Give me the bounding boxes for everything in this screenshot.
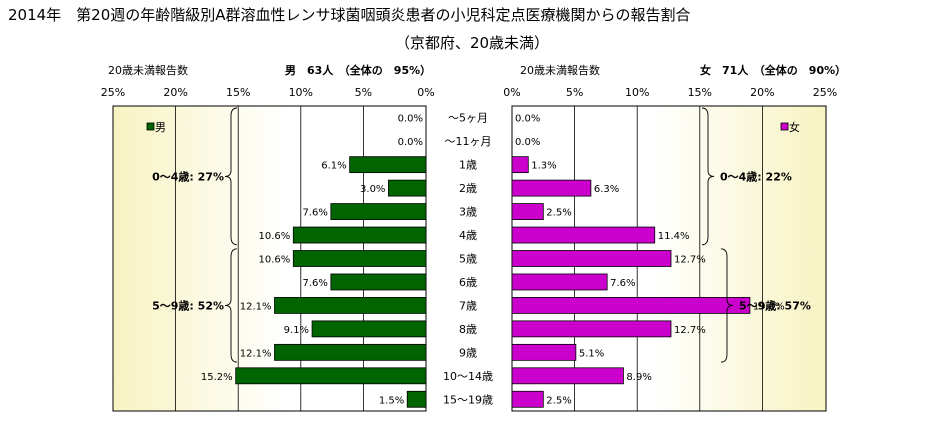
female-value-label: 19.0% <box>753 301 785 312</box>
female-value-label: 7.6% <box>610 278 635 289</box>
female-bar <box>511 367 624 385</box>
male-bar <box>274 343 427 361</box>
female-bar <box>511 250 672 267</box>
male-tick-label: 25% <box>101 86 125 99</box>
male-group-label: 5〜9歳: 52% <box>152 298 224 312</box>
male-value-label: 1.5% <box>379 395 404 406</box>
male-value-label: 6.1% <box>321 161 346 172</box>
male-legend-swatch <box>146 122 155 131</box>
female-value-label: 2.5% <box>546 395 571 406</box>
female-group-bracket <box>701 107 715 246</box>
male-tick-label: 10% <box>289 86 313 99</box>
age-category-label: 2歳 <box>459 182 477 195</box>
age-category-label: 9歳 <box>459 346 477 359</box>
age-category-label: 7歳 <box>459 299 477 312</box>
male-value-label: 10.6% <box>259 231 291 242</box>
male-value-label: 0.0% <box>398 114 423 125</box>
male-group-bracket <box>224 248 238 363</box>
female-value-label: 0.0% <box>515 137 540 148</box>
male-header-summary: 男 63人 （全体の 95%） <box>285 63 431 77</box>
male-value-label: 15.2% <box>201 372 233 383</box>
male-tick-label: 20% <box>163 86 187 99</box>
male-value-label: 3.0% <box>360 184 385 195</box>
female-value-label: 1.3% <box>531 161 556 172</box>
male-value-label: 7.6% <box>302 208 327 219</box>
female-legend-label: 女 <box>789 120 800 134</box>
female-bar <box>511 320 672 338</box>
age-category-label: 〜11ヶ月 <box>445 135 492 148</box>
age-category-label: 1歳 <box>459 159 477 172</box>
female-bar <box>511 390 544 408</box>
female-value-label: 11.4% <box>658 231 690 242</box>
female-legend: 女 <box>780 120 800 134</box>
male-legend-label: 男 <box>155 121 166 134</box>
female-group-label: 5〜9歳: 57% <box>739 298 811 312</box>
male-tick-label: 15% <box>226 86 250 99</box>
chart-subtitle: （京都府、20歳未満） <box>395 34 549 52</box>
female-tick-label: 15% <box>688 86 712 99</box>
female-tick-label: 20% <box>750 86 774 99</box>
female-bar <box>511 203 544 220</box>
age-category-label: 4歳 <box>459 229 477 242</box>
male-bar <box>330 203 427 220</box>
male-bar <box>235 367 427 385</box>
female-value-label: 5.1% <box>579 348 604 359</box>
female-legend-swatch <box>780 122 789 131</box>
female-value-label: 12.7% <box>674 325 706 336</box>
female-value-label: 2.5% <box>546 208 571 219</box>
female-tick-label: 10% <box>625 86 649 99</box>
age-category-label: 8歳 <box>459 323 477 336</box>
female-bar <box>511 226 656 244</box>
female-tick-label: 25% <box>813 86 837 99</box>
male-group-bracket <box>224 107 238 246</box>
male-bar <box>274 297 427 314</box>
male-bar <box>292 226 427 244</box>
female-value-label: 8.9% <box>626 372 651 383</box>
age-category-label: 3歳 <box>459 206 477 219</box>
male-group-label: 0〜4歳: 27% <box>152 169 224 183</box>
female-value-label: 6.3% <box>594 184 619 195</box>
male-legend: 男 <box>146 121 166 134</box>
male-value-label: 9.1% <box>284 325 309 336</box>
female-value-label: 0.0% <box>515 114 540 125</box>
female-group-bracket <box>720 248 734 363</box>
male-value-label: 10.6% <box>259 255 291 266</box>
female-tick-label: 0% <box>503 86 520 99</box>
male-bar <box>330 273 427 291</box>
female-bar <box>511 343 577 361</box>
female-header-summary: 女 71人 （全体の 90%） <box>700 63 846 77</box>
male-value-label: 0.0% <box>398 137 423 148</box>
age-category-label: 15〜19歳 <box>443 393 493 406</box>
male-bar <box>406 390 427 408</box>
female-tick-label: 5% <box>566 86 583 99</box>
male-header-label: 20歳未満報告数 <box>108 64 188 77</box>
female-bar <box>511 273 608 291</box>
male-tick-label: 0% <box>417 86 434 99</box>
male-value-label: 12.1% <box>240 348 272 359</box>
male-tick-label: 5% <box>355 86 372 99</box>
age-category-label: 6歳 <box>459 276 477 289</box>
chart-title: 2014年 第20週の年齢階級別A群溶血性レンサ球菌咽頭炎患者の小児科定点医療機… <box>8 6 691 24</box>
male-bar <box>388 179 427 197</box>
male-value-label: 7.6% <box>302 278 327 289</box>
female-group-label: 0〜4歳: 22% <box>720 169 792 183</box>
female-value-label: 12.7% <box>674 255 706 266</box>
age-category-label: 5歳 <box>459 253 477 266</box>
age-category-label: 10〜14歳 <box>443 370 493 383</box>
male-value-label: 12.1% <box>240 301 272 312</box>
female-header-label: 20歳未満報告数 <box>520 64 600 77</box>
male-bar <box>349 156 427 174</box>
female-bar <box>511 156 529 174</box>
male-bar <box>311 320 427 338</box>
age-category-label: 〜5ヶ月 <box>448 112 488 125</box>
male-bar <box>292 250 427 267</box>
female-bar <box>511 297 751 314</box>
female-bar <box>511 179 592 197</box>
